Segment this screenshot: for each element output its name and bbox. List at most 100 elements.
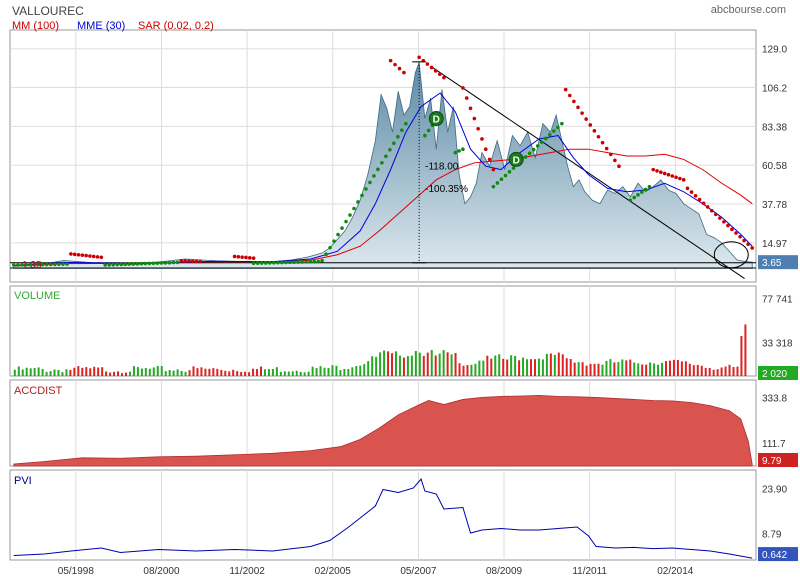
volume-bar bbox=[363, 364, 366, 376]
volume-bar bbox=[526, 359, 529, 376]
last-value-pvi: 0.642 bbox=[762, 550, 787, 561]
volume-bar bbox=[208, 368, 211, 376]
volume-bar bbox=[188, 370, 191, 376]
sar-dot-up bbox=[255, 261, 260, 265]
sar-dot-up bbox=[491, 184, 496, 189]
sar-dot-up bbox=[531, 147, 536, 152]
volume-bar bbox=[196, 368, 199, 376]
sar-dot-up bbox=[380, 161, 384, 165]
pvi-line bbox=[13, 477, 753, 559]
volume-bar bbox=[148, 368, 151, 376]
sar-dot-down bbox=[705, 205, 710, 209]
dividend-marker bbox=[508, 151, 524, 167]
volume-bar bbox=[434, 355, 437, 376]
volume-bar bbox=[529, 359, 532, 376]
volume-bar bbox=[720, 367, 723, 376]
sar-dot-up bbox=[632, 195, 637, 200]
sar-dot-down bbox=[472, 116, 477, 121]
last-value-badge-accdist bbox=[758, 452, 798, 467]
volume-bar bbox=[140, 368, 143, 376]
y-tick-label-price: 83.38 bbox=[762, 122, 787, 133]
sar-dot-up bbox=[316, 259, 321, 264]
volume-bar bbox=[331, 365, 334, 376]
y-tick-label-accdist: 333.8 bbox=[762, 394, 787, 405]
measure-change: -118.00 bbox=[425, 162, 459, 173]
volume-bar bbox=[414, 350, 417, 376]
volume-bar bbox=[466, 365, 469, 376]
volume-bar bbox=[379, 352, 382, 376]
sar-dot-up bbox=[171, 260, 176, 265]
volume-bar bbox=[212, 368, 215, 376]
volume-bar bbox=[418, 352, 421, 376]
sar-dot-up bbox=[495, 181, 500, 185]
sar-dot-up bbox=[392, 141, 396, 146]
last-value-accdist: 9.79 bbox=[762, 456, 782, 467]
sar-dot-up bbox=[155, 261, 160, 265]
volume-bar bbox=[442, 350, 445, 376]
last-value-badge-volume bbox=[758, 366, 798, 380]
volume-bar bbox=[712, 369, 715, 376]
volume-bar bbox=[359, 365, 362, 376]
sar-dot-down bbox=[693, 194, 698, 198]
last-value-volume: 2 020 bbox=[762, 369, 787, 380]
volume-bar bbox=[49, 371, 52, 376]
sar-dot-up bbox=[400, 128, 404, 132]
sar-dot-up bbox=[523, 155, 528, 159]
volume-bar bbox=[565, 358, 568, 376]
sar-dot-up bbox=[348, 213, 352, 217]
sar-dot-up bbox=[560, 121, 564, 126]
volume-bar bbox=[132, 366, 135, 376]
sar-dot-down bbox=[588, 123, 593, 127]
sar-dot-up bbox=[251, 261, 256, 266]
sar-dot-down bbox=[734, 231, 738, 235]
volume-bar bbox=[271, 369, 274, 376]
volume-bar bbox=[283, 371, 286, 376]
volume-bar bbox=[557, 352, 560, 376]
y-tick-label-price: 106.2 bbox=[762, 84, 787, 95]
sar-dot-up bbox=[384, 154, 388, 159]
volume-bar bbox=[621, 359, 624, 376]
sar-dot-down bbox=[476, 126, 480, 131]
volume-bar bbox=[327, 367, 330, 376]
legend-mme: MME (30) bbox=[77, 20, 126, 32]
sar-dot-up bbox=[503, 173, 508, 178]
volume-bar bbox=[438, 353, 441, 376]
sar-dot-down bbox=[491, 167, 496, 172]
sar-dot-down bbox=[397, 66, 402, 71]
volume-bar bbox=[37, 367, 40, 376]
sar-dot-up bbox=[320, 258, 324, 263]
y-tick-label-price: 60.58 bbox=[762, 161, 787, 172]
sar-dot-up bbox=[507, 170, 512, 174]
volume-bar bbox=[252, 368, 255, 376]
sar-dot-down bbox=[69, 252, 73, 256]
volume-bar bbox=[593, 363, 596, 376]
sar-dot-up bbox=[61, 262, 65, 266]
sar-dot-up bbox=[426, 128, 431, 133]
y-tick-label-pvi: 23.90 bbox=[762, 484, 787, 495]
sar-dot-up bbox=[543, 136, 548, 141]
volume-bar bbox=[383, 350, 386, 376]
volume-bar bbox=[498, 354, 501, 376]
sar-dot-up bbox=[453, 150, 458, 155]
volume-bar bbox=[347, 369, 350, 376]
volume-bar bbox=[700, 365, 703, 376]
sar-dot-down bbox=[738, 234, 742, 239]
volume-bar bbox=[180, 371, 183, 376]
panel-frame-pvi bbox=[9, 469, 757, 561]
volume-bar bbox=[275, 367, 278, 376]
sar-dot-up bbox=[640, 190, 644, 194]
sar-dot-up bbox=[372, 174, 376, 178]
volume-bar bbox=[113, 371, 116, 376]
sar-dot-up bbox=[404, 121, 408, 126]
sar-dot-up bbox=[461, 147, 465, 151]
sar-dot-down bbox=[576, 105, 580, 110]
volume-bar bbox=[506, 359, 509, 376]
volume-bar bbox=[490, 358, 493, 376]
sar-dot-up bbox=[175, 260, 180, 265]
volume-bar bbox=[263, 369, 266, 376]
volume-bar bbox=[732, 367, 735, 376]
x-tick-label: 08/2000 bbox=[143, 566, 180, 577]
chart-source[interactable]: abcbourse.com bbox=[710, 4, 786, 16]
legend-mm: MM (100) bbox=[12, 20, 60, 32]
